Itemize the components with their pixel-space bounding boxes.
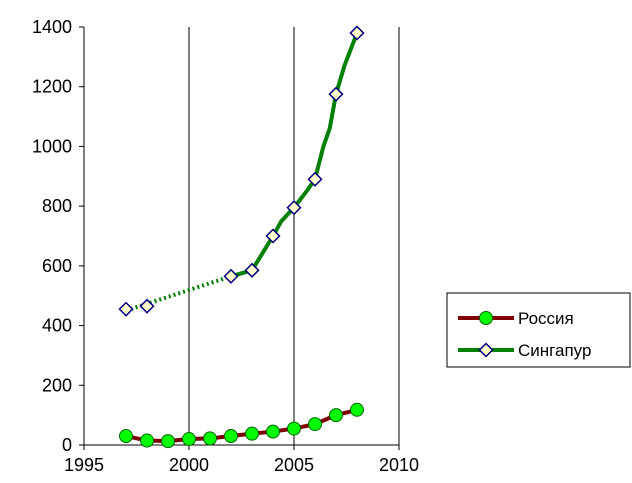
y-tick-label: 400 xyxy=(42,316,72,336)
series-dotted-line xyxy=(125,274,232,313)
data-point xyxy=(329,408,343,423)
y-tick-label: 1200 xyxy=(32,77,72,97)
data-point xyxy=(350,402,364,417)
data-point xyxy=(307,171,323,187)
legend: Россия Сингапур xyxy=(446,292,631,368)
legend-box xyxy=(446,292,631,368)
data-point xyxy=(224,429,238,444)
data-point xyxy=(308,417,322,432)
y-tick-label: 200 xyxy=(42,375,72,395)
legend-marker xyxy=(479,311,493,325)
data-point xyxy=(245,426,259,441)
x-tick-label: 2010 xyxy=(379,455,419,475)
y-tick-label: 1000 xyxy=(32,136,72,156)
data-point xyxy=(265,228,281,244)
data-point xyxy=(161,434,175,449)
legend-label: Сингапур xyxy=(518,341,591,360)
y-tick-label: 1400 xyxy=(32,17,72,37)
data-point xyxy=(118,301,134,317)
data-point xyxy=(139,298,155,314)
series-layer xyxy=(118,25,365,449)
y-tick-label: 800 xyxy=(42,196,72,216)
x-tick-label: 2000 xyxy=(169,455,209,475)
data-point xyxy=(328,86,344,102)
series-circle xyxy=(119,402,364,449)
data-point xyxy=(182,432,196,447)
x-ticks: 1995 2000 2005 2010 xyxy=(64,445,419,475)
data-point xyxy=(119,429,133,444)
data-point xyxy=(244,262,260,278)
x-tick-label: 2005 xyxy=(274,455,314,475)
data-point xyxy=(223,268,239,284)
data-point xyxy=(286,200,302,216)
series-diamond xyxy=(118,25,365,317)
y-tick-label: 0 xyxy=(62,435,72,455)
plot-area xyxy=(84,27,399,445)
legend-marker xyxy=(478,342,494,358)
y-ticks: 0 200 400 600 800 1000 1200 1400 xyxy=(32,17,84,455)
data-point xyxy=(349,25,365,41)
legend-items: Россия Сингапур xyxy=(458,309,591,360)
data-point xyxy=(266,424,280,439)
gridlines xyxy=(188,27,400,445)
x-tick-label: 1995 xyxy=(64,455,104,475)
data-point xyxy=(287,421,301,436)
data-point xyxy=(203,431,217,446)
legend-label: Россия xyxy=(518,309,574,328)
y-tick-label: 600 xyxy=(42,256,72,276)
data-point xyxy=(140,433,154,448)
